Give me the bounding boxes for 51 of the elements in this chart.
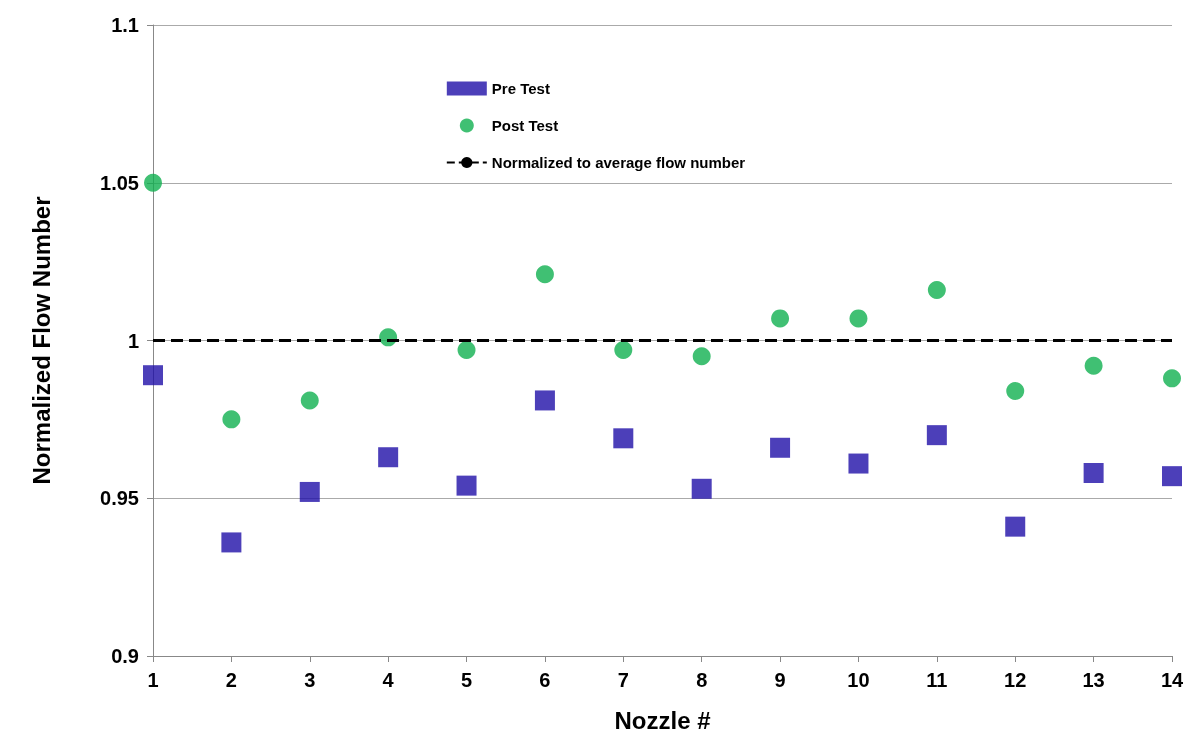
point [1084, 356, 1103, 375]
x-tick-label: 6 [539, 669, 551, 691]
y-tick-label: 0.95 [100, 487, 139, 510]
point [692, 347, 711, 366]
x-tick-label: 3 [304, 669, 316, 691]
point [1006, 381, 1025, 400]
point [771, 309, 790, 328]
x-tick-label: 10 [847, 669, 870, 691]
point [927, 281, 946, 300]
legend-label: Post Test [491, 117, 559, 134]
y-tick-label: 1 [127, 329, 139, 352]
point [926, 425, 947, 446]
x-tick-label: 13 [1082, 669, 1105, 691]
point [535, 265, 554, 284]
point [613, 428, 634, 449]
point [691, 478, 712, 499]
point [1163, 369, 1181, 388]
y-axis-title: Normalized Flow Number [27, 196, 55, 485]
x-tick-label: 4 [382, 669, 395, 691]
x-tick-label: 7 [617, 669, 629, 691]
point [849, 309, 868, 328]
legend-label: Pre Test [491, 80, 550, 97]
point [1005, 516, 1026, 537]
point [300, 391, 319, 410]
point [299, 481, 320, 502]
y-tick-label: 0.9 [111, 645, 139, 667]
point [378, 447, 399, 468]
y-tick-label: 1.1 [111, 14, 139, 36]
point [770, 437, 791, 458]
x-tick-label: 2 [225, 669, 237, 691]
point [456, 475, 477, 496]
point [1162, 466, 1182, 487]
point [143, 365, 163, 386]
x-tick-label: 14 [1160, 669, 1184, 691]
point [144, 173, 162, 192]
point [222, 410, 241, 429]
x-axis-title: Nozzle # [614, 706, 711, 734]
legend-label: Normalized to average flow number [491, 154, 746, 171]
x-tick-label: 12 [1004, 669, 1027, 691]
x-tick-label: 9 [774, 669, 786, 691]
point [457, 340, 476, 359]
point [848, 453, 869, 474]
point [614, 340, 633, 359]
point [534, 390, 555, 411]
x-tick-label: 5 [460, 669, 473, 691]
y-tick-label: 1.05 [100, 171, 139, 194]
point [221, 532, 242, 553]
point [1083, 463, 1104, 484]
x-tick-label: 8 [696, 669, 708, 691]
x-tick-label: 1 [147, 669, 159, 691]
x-tick-label: 11 [926, 669, 948, 691]
